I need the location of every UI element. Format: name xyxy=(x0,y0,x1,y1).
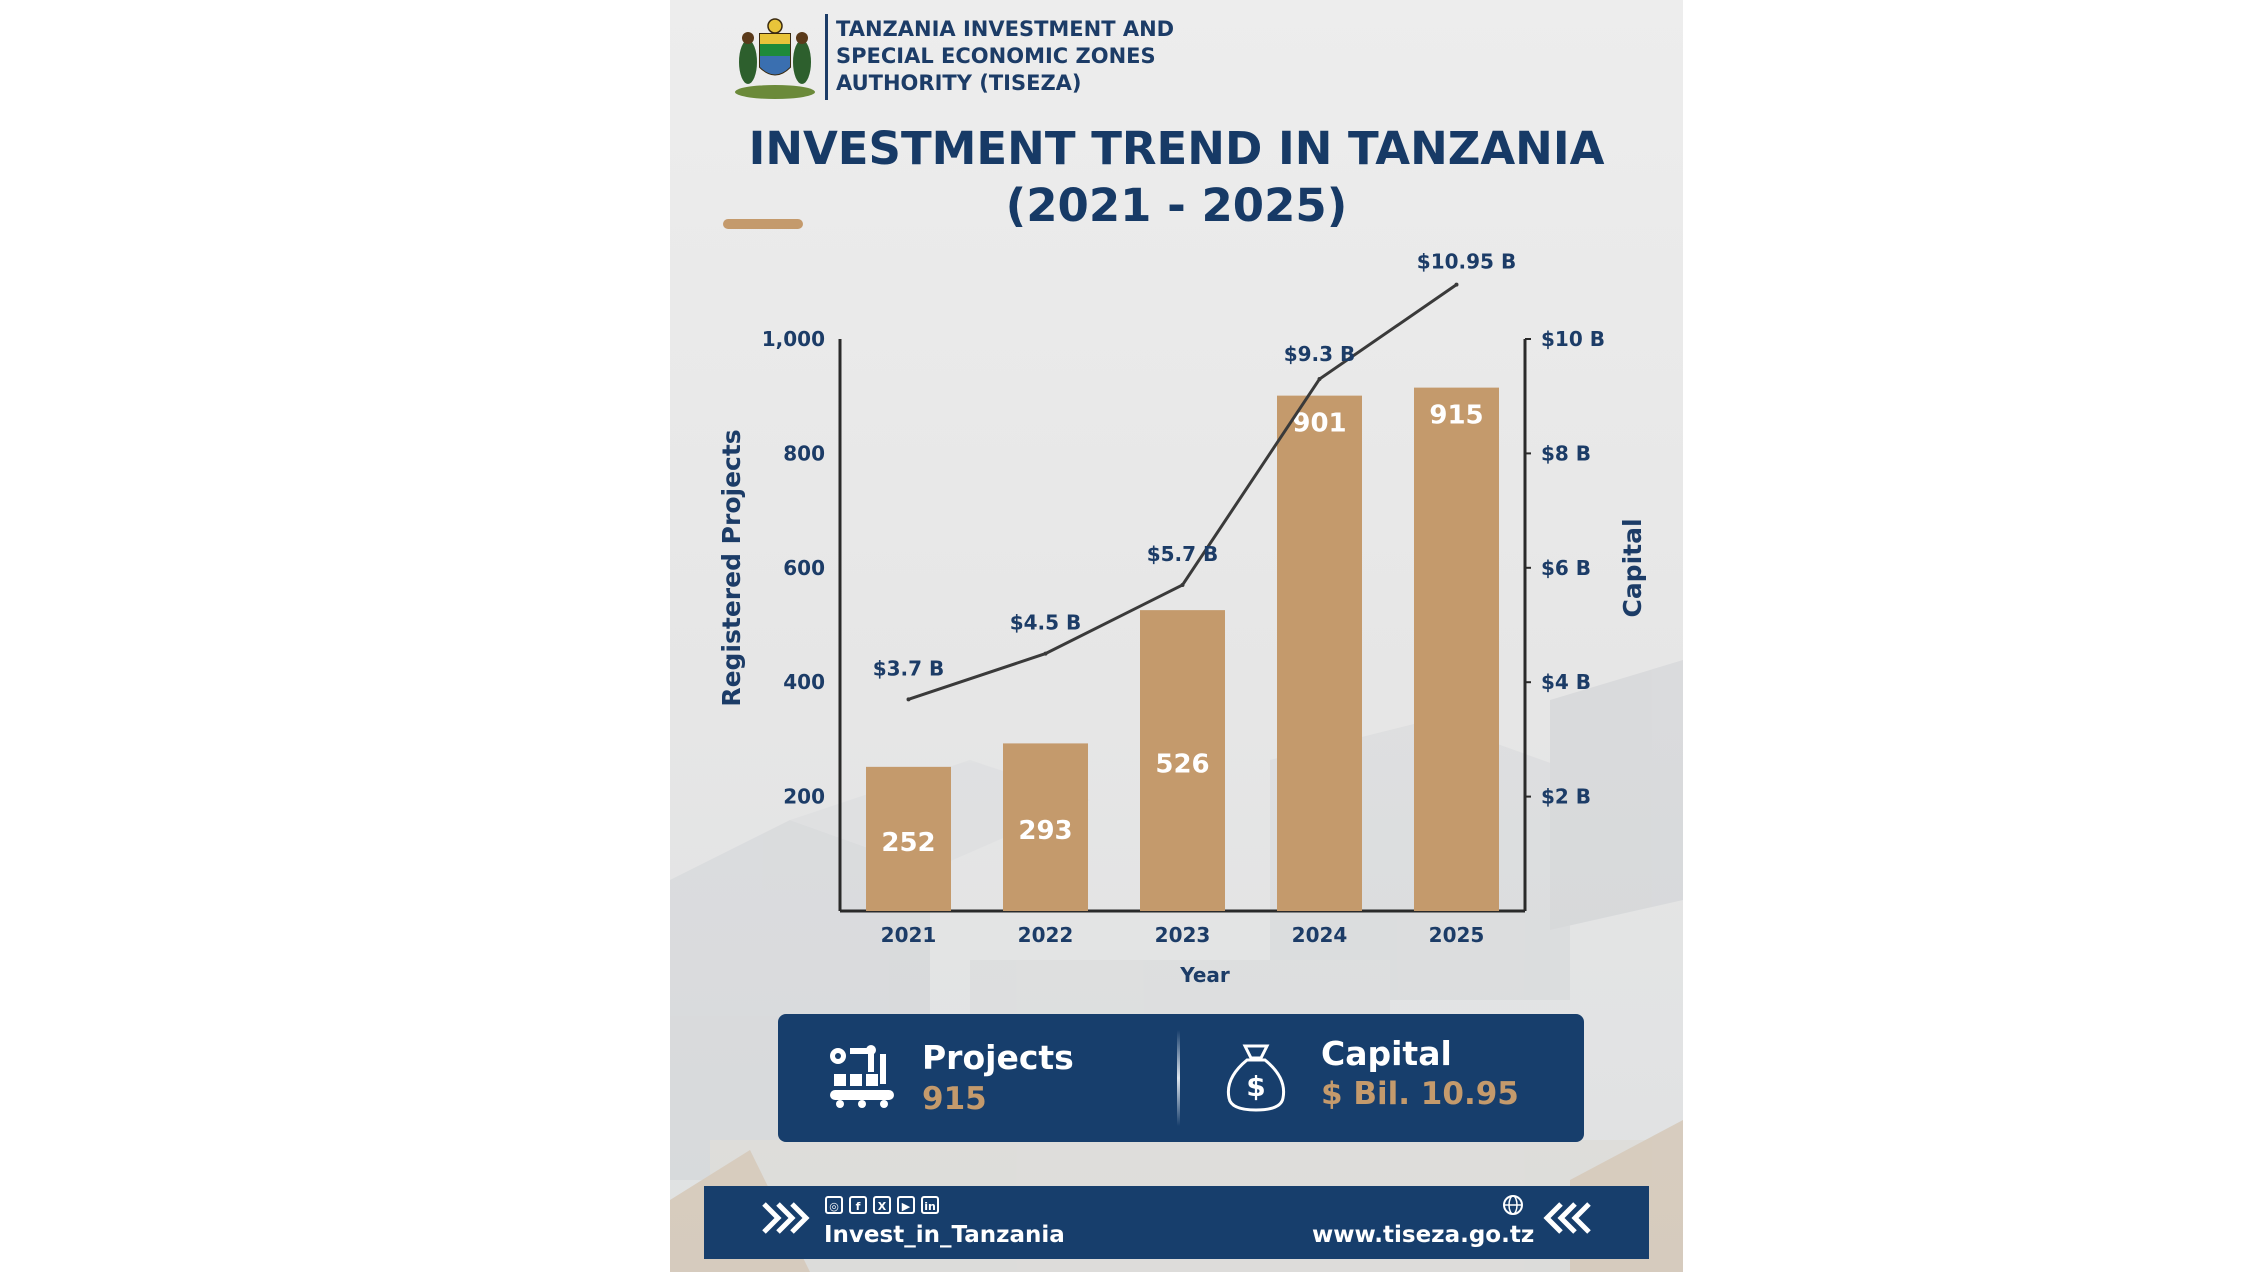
footer-bar: ◎ f X ▶ in Invest_in_Tanzania www.tiseza… xyxy=(704,1186,1649,1259)
globe-icon xyxy=(1503,1195,1523,1215)
y2-tick-label: $6 B xyxy=(1541,556,1591,580)
chevrons-right-icon xyxy=(762,1202,810,1234)
poster: TANZANIA INVESTMENT AND SPECIAL ECONOMIC… xyxy=(670,0,1683,1272)
capital-value: $ Bil. 10.95 xyxy=(1321,1076,1519,1112)
y2-tick-label: $2 B xyxy=(1541,785,1591,809)
social-handle[interactable]: Invest_in_Tanzania xyxy=(824,1222,1065,1248)
bar-value-label: 293 xyxy=(1018,816,1072,846)
y-tick-label: 600 xyxy=(783,556,825,580)
money-bag-icon: $ xyxy=(1226,1044,1286,1112)
bar-2021 xyxy=(866,766,951,911)
y2-tick-label: $10 B xyxy=(1541,327,1605,351)
y-tick-label: 1,000 xyxy=(762,327,825,351)
logo-divider xyxy=(825,14,828,100)
robot-arm-factory-icon xyxy=(830,1045,894,1108)
bar-value-label: 915 xyxy=(1429,401,1483,431)
x-icon[interactable]: X xyxy=(873,1196,891,1214)
capital-value-label: $10.95 B xyxy=(1417,250,1516,274)
svg-text:$: $ xyxy=(1246,1070,1265,1103)
x-tick-label: 2023 xyxy=(1155,923,1211,947)
y-tick-label: 200 xyxy=(783,785,825,809)
x-tick-label: 2025 xyxy=(1429,923,1485,947)
y-axis-label: Registered Projects xyxy=(717,429,746,706)
youtube-icon[interactable]: ▶ xyxy=(897,1196,915,1214)
x-axis-label: Year xyxy=(1179,963,1230,987)
accent-dash xyxy=(723,219,803,229)
bar-2022 xyxy=(1003,743,1088,911)
summary-box: Projects 915 $ Capital $ Bil. 10.95 xyxy=(778,1014,1584,1142)
page-title: INVESTMENT TREND IN TANZANIA (2021 - 202… xyxy=(748,122,1605,232)
coat-of-arms-logo xyxy=(735,18,815,99)
y2-axis-label: Capital xyxy=(1618,518,1647,617)
capital-value-label: $9.3 B xyxy=(1284,342,1356,366)
capital-point xyxy=(906,697,911,702)
y2-tick-label: $4 B xyxy=(1541,670,1591,694)
linkedin-icon[interactable]: in xyxy=(921,1196,939,1214)
projects-value: 915 xyxy=(922,1081,987,1117)
projects-label: Projects xyxy=(922,1038,1074,1077)
x-tick-label: 2022 xyxy=(1018,923,1074,947)
capital-point xyxy=(1317,377,1322,382)
capital-label: Capital xyxy=(1321,1034,1452,1073)
capital-value-label: $3.7 B xyxy=(873,656,945,680)
bar-value-label: 526 xyxy=(1155,750,1209,780)
capital-point xyxy=(1454,282,1459,287)
capital-value-label: $5.7 B xyxy=(1147,542,1219,566)
bar-2025 xyxy=(1414,387,1499,911)
facebook-icon[interactable]: f xyxy=(849,1196,867,1214)
x-tick-label: 2021 xyxy=(881,923,937,947)
capital-value-label: $4.5 B xyxy=(1010,611,1082,635)
instagram-icon[interactable]: ◎ xyxy=(825,1196,843,1214)
tick-labels: 2021 2022 2023 2024 2025 200 400 600 800 1,000 $2 … xyxy=(762,327,1605,947)
organization-name: TANZANIA INVESTMENT AND SPECIAL ECONOMIC… xyxy=(836,17,1175,95)
y-tick-label: 400 xyxy=(783,670,825,694)
capital-line-series: $3.7 B $4.5 B $5.7 B $9.3 B $10.95 B xyxy=(873,250,1516,702)
y-tick-label: 800 xyxy=(783,441,825,465)
bar-series: 252 293 526 901 915 xyxy=(866,387,1499,911)
combo-chart: 252 293 526 901 915 $3.7 B $4.5 B $5.7 B $9.3 B… xyxy=(717,250,1647,987)
summary-divider xyxy=(1177,1030,1180,1126)
bar-2024 xyxy=(1277,395,1362,911)
bar-value-label: 252 xyxy=(881,828,935,858)
bar-value-label: 901 xyxy=(1292,409,1346,439)
bar-2023 xyxy=(1140,610,1225,911)
capital-point xyxy=(1180,582,1185,587)
capital-point xyxy=(1043,651,1048,656)
website-url[interactable]: www.tiseza.go.tz xyxy=(1312,1222,1535,1248)
chevrons-left-icon xyxy=(1543,1202,1591,1234)
y2-tick-label: $8 B xyxy=(1541,441,1591,465)
x-tick-label: 2024 xyxy=(1292,923,1348,947)
